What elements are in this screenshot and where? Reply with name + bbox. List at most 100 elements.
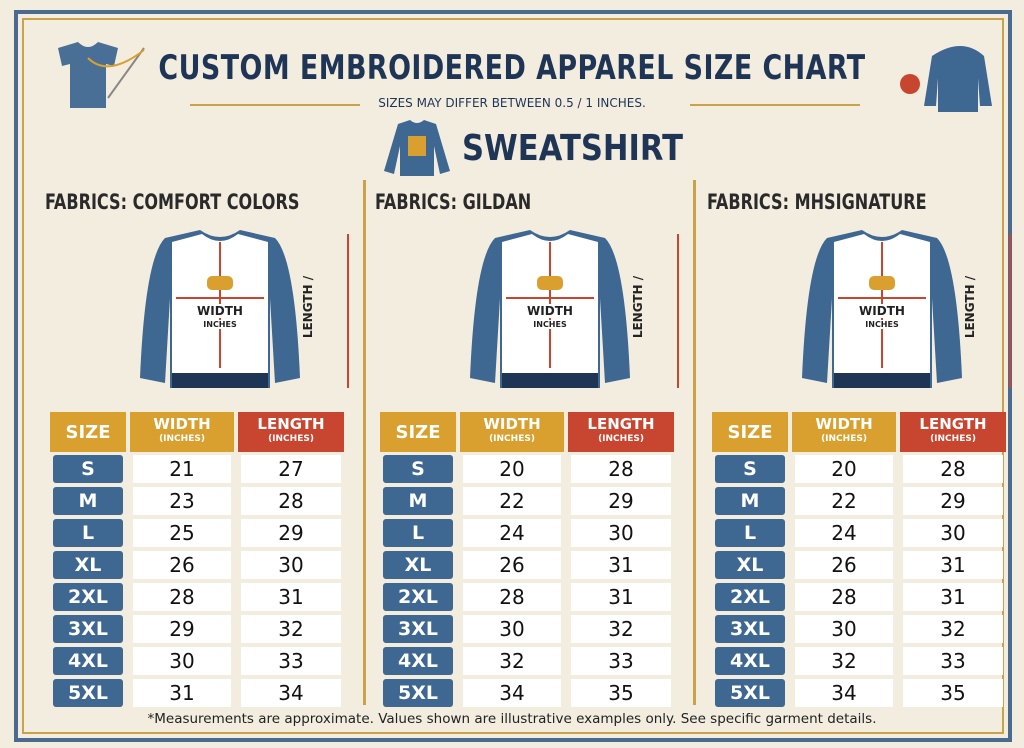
header-length: LENGTH (INCHES)	[568, 412, 674, 452]
value-cell: 32	[795, 647, 893, 675]
value-cell: 30	[463, 615, 561, 643]
value-cell: 20	[463, 455, 561, 483]
fabric-label: FABRICS: MHSIGNATURE	[707, 190, 927, 214]
size-cell: 4XL	[715, 647, 785, 675]
header-size: SIZE	[50, 412, 126, 452]
header-text: LENGTH	[587, 415, 655, 433]
hoodie-icon	[900, 46, 992, 112]
footer: *Measurements are approximate. Values sh…	[147, 711, 877, 727]
size-cell: M	[53, 487, 123, 515]
value-cell: 26	[463, 551, 561, 579]
header-unit: (INCHES)	[159, 434, 205, 444]
value-cell: 32	[241, 615, 341, 643]
diagram-label: WIDTH	[854, 304, 910, 318]
header-text: WIDTH	[483, 415, 541, 433]
diagram-length: LENGTH /	[301, 275, 315, 339]
size-cell: 3XL	[383, 615, 453, 643]
value-cell: 34	[795, 679, 893, 707]
header-text: LENGTH	[919, 415, 987, 433]
size-cell: M	[383, 487, 453, 515]
value-cell: 33	[241, 647, 341, 675]
diagram-label: WIDTH	[522, 304, 578, 318]
value-cell: 32	[463, 647, 561, 675]
title: CUSTOM EMBROIDERED APPAREL SIZE CHART	[158, 48, 866, 88]
value-cell: 29	[133, 615, 231, 643]
fabric-label: FABRICS: COMFORT COLORS	[45, 190, 300, 214]
value-cell: 31	[903, 551, 1003, 579]
tshirt-icon	[58, 42, 145, 108]
value-cell: 31	[571, 583, 671, 611]
size-cell: S	[715, 455, 785, 483]
size-cell: 4XL	[383, 647, 453, 675]
value-cell: 33	[571, 647, 671, 675]
value-cell: 32	[571, 615, 671, 643]
value-cell: 28	[133, 583, 231, 611]
size-cell: 4XL	[53, 647, 123, 675]
value-cell: 26	[795, 551, 893, 579]
size-cell: L	[53, 519, 123, 547]
header-text: LENGTH	[257, 415, 325, 433]
size-cell: 5XL	[383, 679, 453, 707]
sweatshirt-diagram: WIDTH INCHES	[110, 228, 368, 398]
sweatshirt-diagram: WIDTH INCHES	[772, 228, 1024, 398]
value-cell: 30	[241, 551, 341, 579]
value-cell: 34	[463, 679, 561, 707]
diagram-unit: INCHES	[192, 320, 248, 329]
size-cell: L	[383, 519, 453, 547]
value-cell: 30	[795, 615, 893, 643]
size-cell: L	[715, 519, 785, 547]
value-cell: 30	[133, 647, 231, 675]
header-size: SIZE	[712, 412, 788, 452]
header-text: WIDTH	[153, 415, 211, 433]
size-cell: 2XL	[383, 583, 453, 611]
header-length: LENGTH (INCHES)	[238, 412, 344, 452]
section-title: SWEATSHIRT	[462, 128, 683, 169]
size-cell: 5XL	[715, 679, 785, 707]
header-length: LENGTH (INCHES)	[900, 412, 1006, 452]
value-cell: 31	[903, 583, 1003, 611]
sweatshirt-diagram: WIDTH INCHES	[440, 228, 698, 398]
header-text: WIDTH	[815, 415, 873, 433]
divider	[693, 180, 696, 705]
value-cell: 25	[133, 519, 231, 547]
size-cell: 2XL	[53, 583, 123, 611]
header-unit: (INCHES)	[821, 434, 867, 444]
value-cell: 29	[241, 519, 341, 547]
sweatshirt-icon	[384, 120, 450, 176]
diagram-unit: INCHES	[854, 320, 910, 329]
value-cell: 35	[903, 679, 1003, 707]
subtitle: SIZES MAY DIFFER BETWEEN 0.5 / 1 INCHES.	[378, 96, 646, 110]
diagram-length: LENGTH /	[631, 275, 645, 339]
value-cell: 27	[241, 455, 341, 483]
value-cell: 31	[241, 583, 341, 611]
header-unit: (INCHES)	[930, 434, 976, 444]
diagram-unit: INCHES	[522, 320, 578, 329]
value-cell: 29	[571, 487, 671, 515]
value-cell: 28	[903, 455, 1003, 483]
header-unit: (INCHES)	[598, 434, 644, 444]
size-cell: XL	[715, 551, 785, 579]
value-cell: 23	[133, 487, 231, 515]
value-cell: 28	[571, 455, 671, 483]
header-width: WIDTH (INCHES)	[460, 412, 564, 452]
header-size: SIZE	[380, 412, 456, 452]
value-cell: 26	[133, 551, 231, 579]
value-cell: 29	[903, 487, 1003, 515]
size-cell: 2XL	[715, 583, 785, 611]
value-cell: 28	[463, 583, 561, 611]
value-cell: 33	[903, 647, 1003, 675]
value-cell: 24	[795, 519, 893, 547]
size-cell: XL	[383, 551, 453, 579]
value-cell: 20	[795, 455, 893, 483]
rule	[690, 104, 860, 106]
value-cell: 22	[463, 487, 561, 515]
divider	[363, 180, 366, 705]
header-unit: (INCHES)	[268, 434, 314, 444]
value-cell: 22	[795, 487, 893, 515]
header-width: WIDTH (INCHES)	[130, 412, 234, 452]
header-unit: (INCHES)	[489, 434, 535, 444]
value-cell: 31	[133, 679, 231, 707]
size-cell: S	[383, 455, 453, 483]
size-cell: 3XL	[53, 615, 123, 643]
